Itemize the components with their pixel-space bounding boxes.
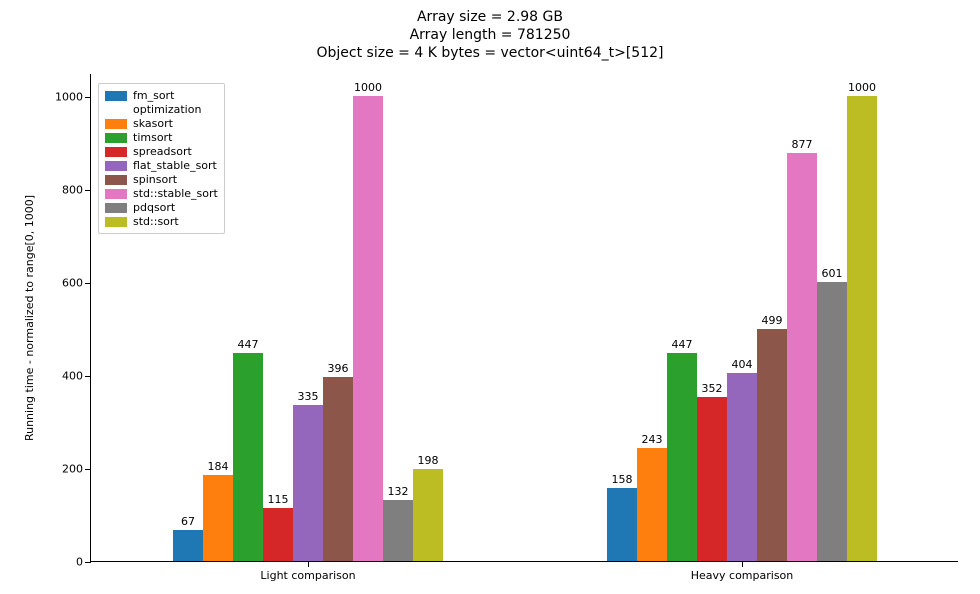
bar: 132 [383,500,413,561]
legend-item: pdqsort [105,201,218,214]
legend-item: skasort [105,117,218,130]
legend-label: spreadsort [133,145,192,158]
bar-value-label: 132 [388,485,409,498]
title-line-3: Object size = 4 K bytes = vector<uint64_… [0,44,980,62]
bar-value-label: 67 [181,515,195,528]
legend-label: std::stable_sort [133,187,218,200]
bar-value-label: 243 [642,433,663,446]
legend: fm_sortoptimizationskasorttimsortspreads… [98,83,225,234]
bar-value-label: 447 [238,338,259,351]
bar-value-label: 499 [762,314,783,327]
bar: 243 [637,448,667,561]
legend-item: std::stable_sort [105,187,218,200]
legend-label: fm_sort [133,89,174,102]
legend-swatch [105,203,127,213]
legend-label: std::sort [133,215,179,228]
y-axis-label: Running time - normalized to range[0, 10… [23,195,36,441]
y-tick-label: 400 [62,370,83,383]
bar-value-label: 601 [822,267,843,280]
bar-value-label: 115 [268,493,289,506]
bar: 158 [607,488,637,561]
sorting-benchmark-chart: Array size = 2.98 GB Array length = 7812… [0,0,980,594]
legend-item: spreadsort [105,145,218,158]
legend-item: optimization [105,103,218,116]
legend-swatch [105,105,127,115]
bar-value-label: 1000 [354,81,382,94]
y-tick-label: 800 [62,184,83,197]
title-line-1: Array size = 2.98 GB [0,8,980,26]
legend-item: flat_stable_sort [105,159,218,172]
legend-swatch [105,119,127,129]
bar: 184 [203,475,233,561]
legend-label: flat_stable_sort [133,159,217,172]
y-tick [85,97,91,98]
legend-swatch [105,217,127,227]
legend-swatch [105,161,127,171]
legend-swatch [105,147,127,157]
y-tick-label: 200 [62,463,83,476]
legend-swatch [105,175,127,185]
legend-item: spinsort [105,173,218,186]
x-tick [742,561,743,567]
bar-value-label: 404 [732,358,753,371]
legend-swatch [105,133,127,143]
chart-title: Array size = 2.98 GB Array length = 7812… [0,8,980,62]
bar: 601 [817,282,847,561]
legend-swatch [105,189,127,199]
y-tick [85,376,91,377]
legend-label: pdqsort [133,201,175,214]
bar: 404 [727,373,757,561]
bar: 67 [173,530,203,561]
bar-value-label: 1000 [848,81,876,94]
bar-value-label: 158 [612,473,633,486]
title-line-2: Array length = 781250 [0,26,980,44]
x-tick-label: Heavy comparison [691,569,794,582]
y-tick [85,469,91,470]
legend-item: timsort [105,131,218,144]
bar-value-label: 198 [418,454,439,467]
bar: 352 [697,397,727,561]
bar-value-label: 184 [208,460,229,473]
bar: 499 [757,329,787,561]
y-tick [85,562,91,563]
bar-value-label: 396 [328,362,349,375]
bar: 198 [413,469,443,561]
bar: 877 [787,153,817,561]
x-tick [308,561,309,567]
bar-value-label: 335 [298,390,319,403]
legend-item: fm_sort [105,89,218,102]
bar: 1000 [353,96,383,561]
legend-swatch [105,91,127,101]
y-tick [85,283,91,284]
bar-value-label: 352 [702,382,723,395]
bar: 447 [667,353,697,561]
legend-label: optimization [133,103,201,116]
legend-item: std::sort [105,215,218,228]
bar-value-label: 447 [672,338,693,351]
legend-label: spinsort [133,173,177,186]
y-tick [85,190,91,191]
bar: 335 [293,405,323,561]
legend-label: skasort [133,117,173,130]
bar-value-label: 877 [792,138,813,151]
legend-label: timsort [133,131,172,144]
bar: 1000 [847,96,877,561]
y-tick-label: 0 [76,556,83,569]
y-tick-label: 600 [62,277,83,290]
x-tick-label: Light comparison [260,569,355,582]
y-tick-label: 1000 [55,91,83,104]
bar: 115 [263,508,293,561]
bar: 447 [233,353,263,561]
bar: 396 [323,377,353,561]
